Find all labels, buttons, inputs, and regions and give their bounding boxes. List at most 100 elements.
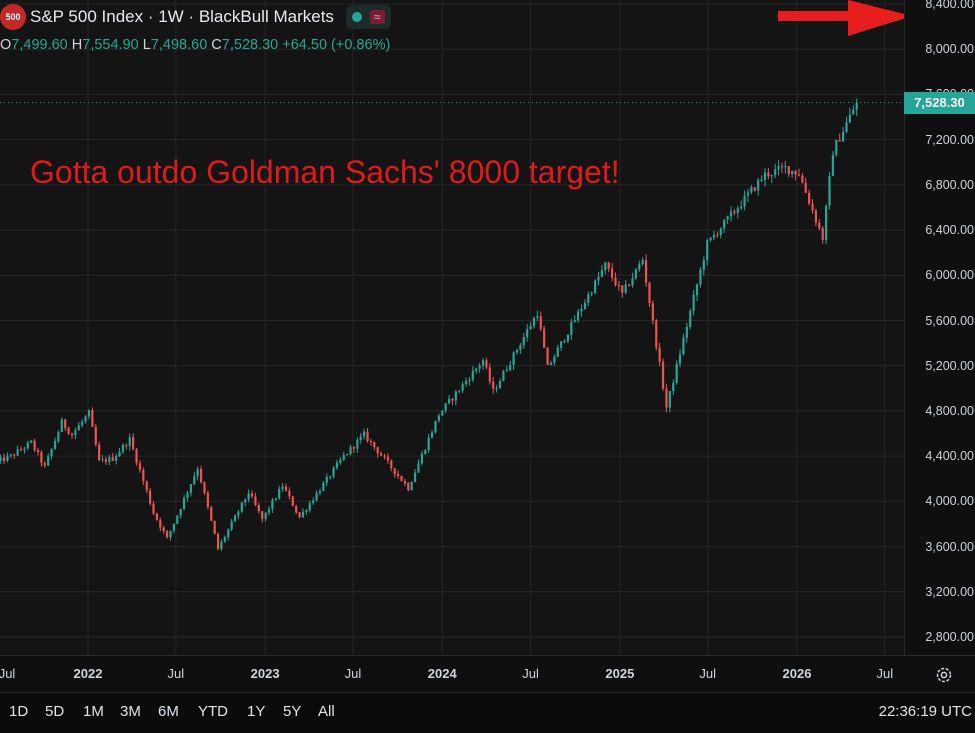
candle-body bbox=[179, 509, 182, 516]
candle bbox=[794, 170, 797, 181]
candle bbox=[532, 316, 536, 329]
range-1d-button[interactable]: 1D bbox=[9, 703, 29, 720]
candle-body bbox=[36, 449, 40, 453]
candle bbox=[84, 415, 87, 424]
gear-icon[interactable] bbox=[935, 666, 953, 684]
price-chart[interactable] bbox=[0, 0, 904, 655]
candle bbox=[835, 139, 838, 157]
candle bbox=[179, 508, 182, 519]
candle bbox=[702, 256, 705, 276]
candle-body bbox=[665, 388, 668, 408]
candle-body bbox=[369, 441, 373, 443]
candle bbox=[770, 174, 773, 184]
range-1y-button[interactable]: 1Y bbox=[247, 703, 266, 720]
candle-body bbox=[719, 228, 722, 236]
candle-body bbox=[716, 234, 719, 236]
candle bbox=[760, 175, 763, 183]
y-tick-label: 2,800.00 bbox=[925, 630, 974, 644]
candle-body bbox=[478, 365, 481, 369]
candle bbox=[587, 291, 590, 307]
range-5d-button[interactable]: 5D bbox=[45, 703, 65, 720]
candle-body bbox=[539, 316, 542, 329]
candle-body bbox=[655, 320, 658, 348]
candle bbox=[250, 490, 254, 499]
candle bbox=[536, 310, 539, 321]
candle-body bbox=[848, 114, 851, 123]
chart-legend[interactable]: 500 S&P 500 Index · 1W · BlackBull Marke… bbox=[0, 4, 391, 30]
candle bbox=[125, 443, 128, 450]
y-tick-label: 3,200.00 bbox=[925, 584, 974, 599]
candle bbox=[509, 360, 512, 372]
candle bbox=[672, 379, 675, 396]
candle-body bbox=[13, 454, 16, 456]
candle bbox=[719, 227, 722, 239]
candle bbox=[543, 325, 546, 348]
y-tick-label: 3,600.00 bbox=[925, 539, 974, 554]
candle-body bbox=[315, 492, 318, 501]
candle-body bbox=[172, 523, 175, 531]
candle bbox=[784, 160, 787, 174]
candle-body bbox=[142, 469, 145, 482]
candle-body bbox=[454, 391, 457, 401]
range-all-button[interactable]: All bbox=[318, 703, 335, 720]
utc-clock[interactable]: 22:36:19 UTC bbox=[878, 703, 972, 720]
candle bbox=[430, 430, 434, 439]
candle-body bbox=[6, 455, 9, 461]
candle bbox=[546, 346, 549, 365]
candle bbox=[288, 487, 291, 500]
candle-body bbox=[695, 284, 699, 296]
candle-body bbox=[250, 493, 254, 497]
range-6m-button[interactable]: 6M bbox=[158, 703, 179, 720]
candle bbox=[726, 215, 729, 224]
candle bbox=[278, 485, 281, 500]
candle bbox=[553, 354, 556, 366]
candle-body bbox=[233, 515, 237, 522]
candle bbox=[118, 447, 121, 458]
candle bbox=[400, 475, 403, 482]
range-3m-button[interactable]: 3M bbox=[120, 703, 141, 720]
candle-body bbox=[777, 166, 780, 170]
candle-body bbox=[617, 285, 621, 287]
candle-body bbox=[831, 154, 835, 176]
candle-body bbox=[291, 496, 294, 507]
candle bbox=[723, 219, 726, 234]
range-ytd-button[interactable]: YTD bbox=[198, 703, 228, 720]
candle-body bbox=[390, 460, 393, 469]
candle-body bbox=[515, 349, 519, 353]
candle-body bbox=[0, 457, 2, 461]
candles bbox=[0, 98, 858, 551]
candle bbox=[498, 378, 502, 389]
close-label: C bbox=[211, 37, 222, 53]
candle bbox=[797, 168, 801, 177]
candle bbox=[801, 172, 804, 184]
candle bbox=[716, 231, 719, 238]
candle bbox=[481, 358, 485, 370]
time-axis[interactable]: Jul 2022 Jul 2023 Jul 2024 Jul 2025 Jul 2026 Jul bbox=[0, 655, 904, 692]
market-status-pill[interactable]: ≈ bbox=[345, 5, 391, 29]
candle-body bbox=[580, 308, 583, 312]
candle bbox=[274, 497, 277, 501]
candle-body bbox=[424, 449, 427, 454]
candle bbox=[753, 186, 756, 192]
candle-body bbox=[240, 502, 243, 512]
candle bbox=[780, 162, 784, 174]
candle bbox=[420, 450, 423, 466]
ohlc-readout: O7,499.60 H7,554.90 L7,498.60 C7,528.30 … bbox=[0, 37, 390, 53]
gridlines bbox=[0, 0, 904, 655]
candle bbox=[312, 497, 315, 505]
candle bbox=[848, 107, 851, 124]
close-value: 7,528.30 bbox=[221, 37, 279, 53]
x-tick-label: Jul bbox=[0, 666, 16, 681]
candle bbox=[791, 170, 794, 178]
range-bar: 1D 5D 1M 3M 6M YTD 1Y 5Y All 22:36:19 UT… bbox=[0, 692, 975, 733]
range-1m-button[interactable]: 1M bbox=[83, 703, 104, 720]
candle-body bbox=[74, 430, 77, 436]
candle bbox=[244, 498, 247, 506]
candle bbox=[216, 532, 220, 551]
range-5y-button[interactable]: 5Y bbox=[283, 703, 302, 720]
candle-body bbox=[692, 295, 695, 311]
candle bbox=[519, 343, 522, 354]
y-tick-label: 6,800.00 bbox=[925, 177, 974, 192]
candle bbox=[60, 417, 63, 433]
candle-body bbox=[257, 504, 260, 512]
